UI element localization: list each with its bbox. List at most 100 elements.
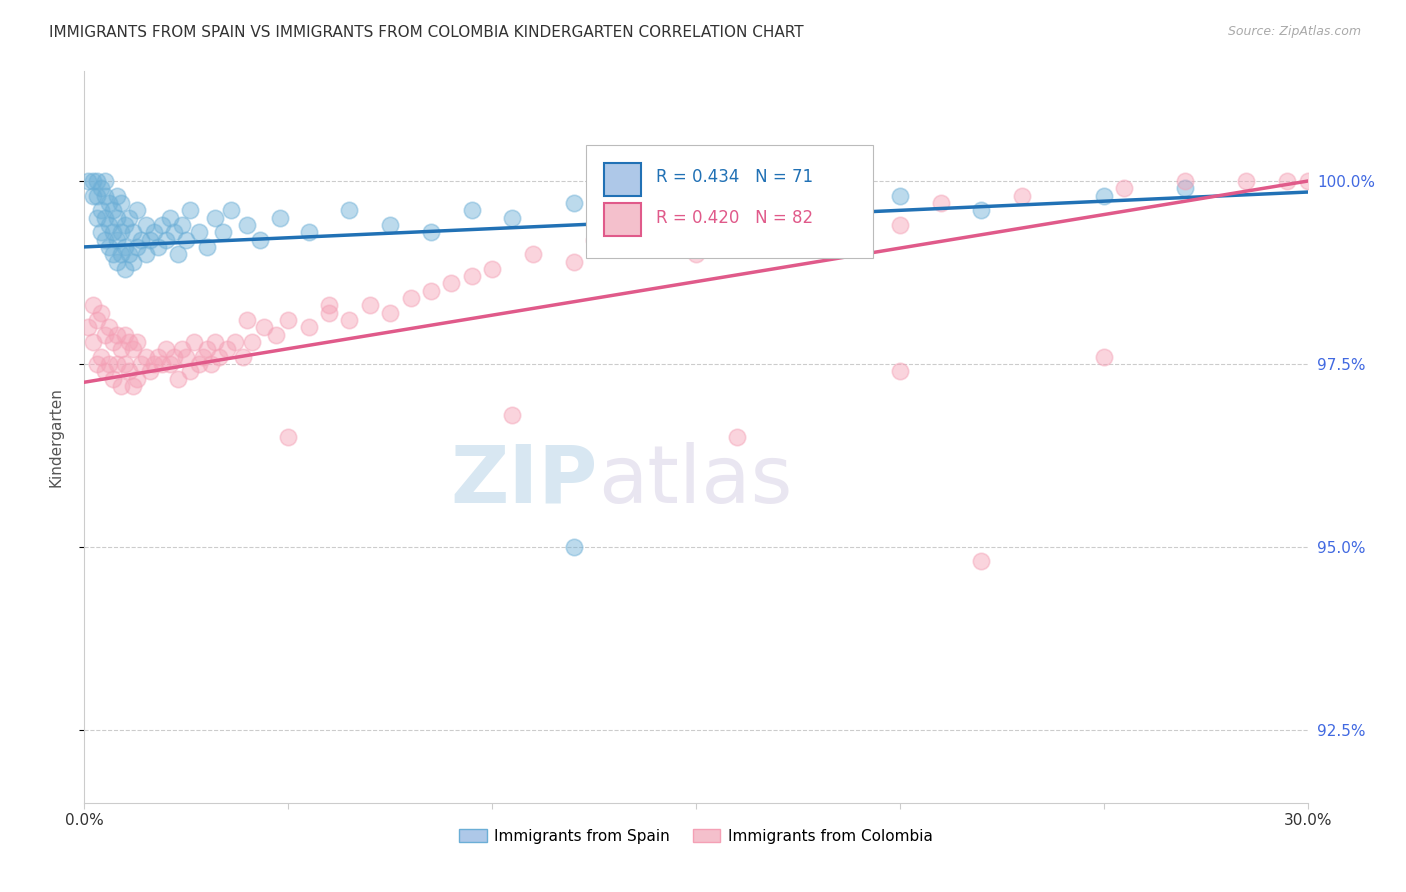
Point xyxy=(167,371,190,385)
Point xyxy=(200,357,222,371)
Point xyxy=(807,196,830,211)
Point xyxy=(1174,181,1197,195)
Point xyxy=(86,188,108,202)
Text: R = 0.420   N = 82: R = 0.420 N = 82 xyxy=(655,209,813,227)
Point xyxy=(90,350,112,364)
Point xyxy=(240,334,263,349)
Point xyxy=(146,350,169,364)
Point xyxy=(787,211,810,225)
Point xyxy=(236,313,259,327)
Point xyxy=(195,240,218,254)
Point xyxy=(150,218,173,232)
Text: R = 0.434   N = 71: R = 0.434 N = 71 xyxy=(655,169,813,186)
Point xyxy=(142,225,165,239)
Point xyxy=(1277,174,1299,188)
Point xyxy=(183,334,205,349)
Point xyxy=(1092,350,1115,364)
Point xyxy=(97,196,120,211)
Point xyxy=(889,188,911,202)
Point xyxy=(118,364,141,378)
Point xyxy=(118,334,141,349)
Point xyxy=(105,211,128,225)
Point xyxy=(77,320,100,334)
Point xyxy=(1092,188,1115,202)
Point xyxy=(90,225,112,239)
Point xyxy=(1114,181,1136,195)
Point xyxy=(277,430,299,444)
Point xyxy=(93,211,115,225)
Bar xyxy=(605,203,641,235)
Point xyxy=(105,327,128,342)
Point xyxy=(93,364,115,378)
Point xyxy=(135,218,157,232)
Point xyxy=(848,203,870,218)
Point xyxy=(90,181,112,195)
Point xyxy=(204,211,226,225)
Point xyxy=(298,320,321,334)
Point xyxy=(110,247,132,261)
Point xyxy=(114,357,136,371)
Point xyxy=(725,430,748,444)
Point xyxy=(155,233,177,247)
Point xyxy=(318,298,340,312)
Point xyxy=(318,306,340,320)
Point xyxy=(118,247,141,261)
Point xyxy=(127,240,149,254)
Point xyxy=(236,218,259,232)
Point xyxy=(101,225,124,239)
Point xyxy=(101,247,124,261)
Point xyxy=(163,350,186,364)
Point xyxy=(603,240,626,254)
Point xyxy=(172,343,194,357)
Point xyxy=(114,327,136,342)
Point xyxy=(217,343,239,357)
Text: IMMIGRANTS FROM SPAIN VS IMMIGRANTS FROM COLOMBIA KINDERGARTEN CORRELATION CHART: IMMIGRANTS FROM SPAIN VS IMMIGRANTS FROM… xyxy=(49,25,804,40)
Point xyxy=(114,240,136,254)
Point xyxy=(163,225,186,239)
Point xyxy=(86,357,108,371)
Point xyxy=(101,203,124,218)
Point xyxy=(97,218,120,232)
Point xyxy=(1011,188,1033,202)
Point xyxy=(562,540,585,554)
Point xyxy=(135,350,157,364)
Point xyxy=(204,334,226,349)
Point xyxy=(97,240,120,254)
Point xyxy=(219,203,242,218)
Point xyxy=(86,313,108,327)
Point xyxy=(399,291,422,305)
Point xyxy=(461,203,484,218)
Point xyxy=(135,247,157,261)
Point xyxy=(1296,174,1319,188)
Legend: Immigrants from Spain, Immigrants from Colombia: Immigrants from Spain, Immigrants from C… xyxy=(453,822,939,850)
Point xyxy=(110,343,132,357)
Point xyxy=(97,357,120,371)
Y-axis label: Kindergarten: Kindergarten xyxy=(49,387,63,487)
Point xyxy=(110,196,132,211)
Point xyxy=(502,408,524,422)
Point xyxy=(208,350,231,364)
Point xyxy=(93,174,115,188)
Point xyxy=(224,334,246,349)
Point xyxy=(420,225,443,239)
Point xyxy=(644,225,666,239)
Point xyxy=(77,174,100,188)
Point xyxy=(101,334,124,349)
Point xyxy=(105,254,128,268)
Point xyxy=(380,218,402,232)
Point xyxy=(889,218,911,232)
Point xyxy=(82,174,104,188)
Point xyxy=(167,247,190,261)
Point xyxy=(725,203,748,218)
Point xyxy=(86,211,108,225)
Point xyxy=(174,233,197,247)
Point xyxy=(118,211,141,225)
Point xyxy=(583,233,606,247)
Point xyxy=(264,327,287,342)
Point xyxy=(127,203,149,218)
Point xyxy=(159,357,181,371)
Point xyxy=(97,320,120,334)
Point xyxy=(93,327,115,342)
Point xyxy=(159,211,181,225)
Point xyxy=(122,254,145,268)
